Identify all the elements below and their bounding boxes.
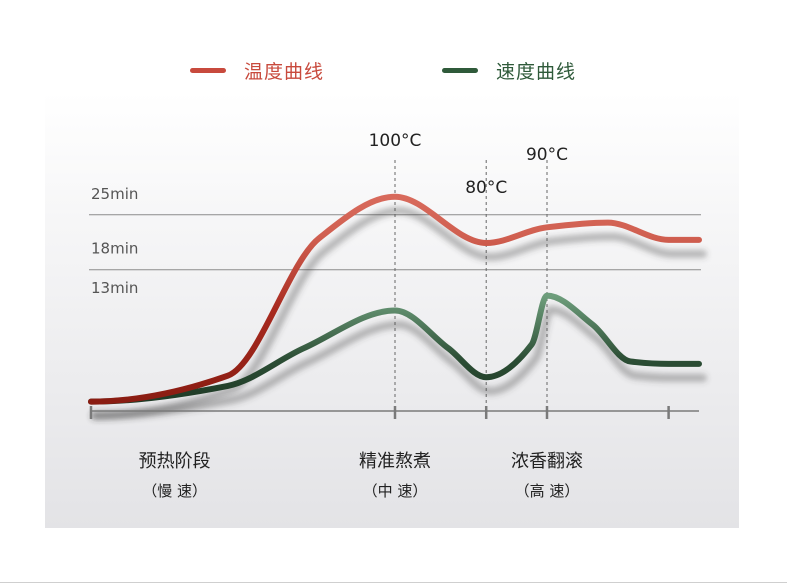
legend-item-speed: 速度曲线: [442, 55, 576, 85]
y-axis-label: 13min: [91, 279, 138, 297]
stage-speed-label: （慢 速）: [142, 482, 207, 500]
stage-name-label: 预热阶段: [139, 451, 211, 472]
peak-temperature-label: 80°C: [465, 178, 507, 198]
series-shadow-speed: [91, 305, 707, 420]
legend-label-speed: 速度曲线: [496, 60, 577, 83]
legend-swatch-temperature: [190, 67, 226, 73]
legend-label-temperature: 温度曲线: [244, 60, 325, 83]
legend-swatch-speed: [442, 67, 478, 73]
legend-item-temperature: 温度曲线: [190, 55, 324, 85]
speed-curve: [88, 292, 702, 405]
bottom-divider: [0, 582, 787, 583]
temperature-curve: [88, 193, 702, 405]
y-axis-label: 25min: [91, 185, 138, 203]
y-axis-label: 18min: [91, 240, 138, 258]
stage-name-label: 精准熬煮: [359, 451, 431, 472]
stage-name-label: 浓香翻滚: [511, 451, 583, 472]
stage-speed-label: （中 速）: [363, 482, 428, 500]
stage-speed-label: （高 速）: [515, 482, 580, 500]
peak-temperature-label: 90°C: [526, 145, 568, 165]
chart-legend: 温度曲线 速度曲线: [0, 55, 787, 85]
peak-temperature-label: 100°C: [369, 131, 422, 151]
